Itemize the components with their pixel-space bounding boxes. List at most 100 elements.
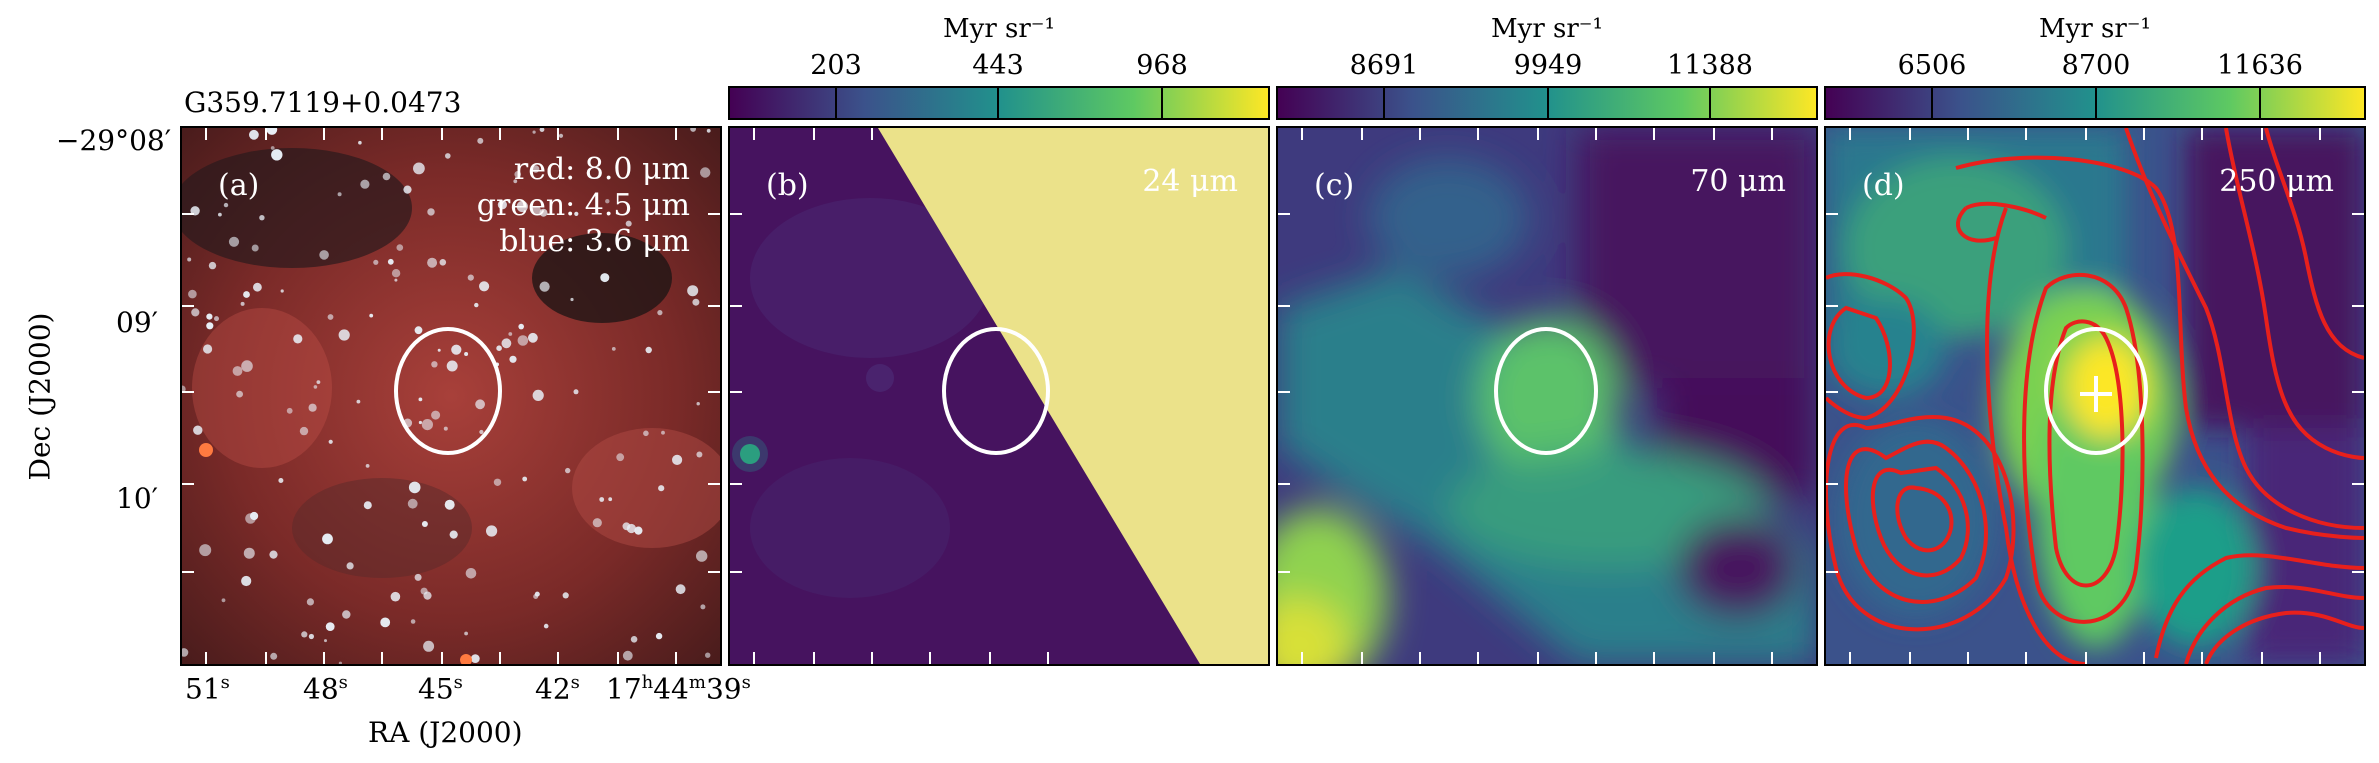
star-point [451,344,462,355]
star-point [338,661,342,664]
star-point [661,430,665,435]
ra-tick-label: 51s [185,672,230,706]
star-point [327,314,334,320]
star-point [407,498,418,509]
star-point [240,301,245,306]
star-point [474,302,479,308]
star-point [369,313,374,318]
star-point [532,389,544,401]
star-point [346,562,354,570]
star-point [193,425,203,435]
map-250um [1826,128,2364,664]
star-point [501,338,512,349]
colorbar-tick: 8691 [1349,50,1419,81]
colorbar-tick: 9949 [1513,50,1583,81]
panel-label: (a) [218,168,260,203]
star-point [497,200,507,210]
star-point [421,521,428,527]
aperture-ellipse [394,327,502,455]
star-point [299,426,309,436]
colorbar-gradient [1824,86,2366,120]
star-point [658,485,665,492]
star-point [373,259,379,265]
star-point [408,481,421,494]
rgb-legend: red: 8.0 μm green: 4.5 μm blue: 3.6 μm [477,152,690,260]
star-point [270,146,275,150]
star-point [444,499,455,510]
star-point [423,640,435,652]
star-point [380,617,391,628]
star-point [655,632,663,640]
star-point [358,140,362,145]
star-point [431,410,441,420]
colorbar-gradient [1276,86,1818,120]
star-point [421,419,433,431]
star-point [306,598,314,606]
star-point [280,289,284,293]
star-point [293,334,303,344]
star-point [228,236,240,247]
star-point [528,332,538,343]
contour-lines [1826,128,2364,664]
legend-red: red: 8.0 μm [513,152,690,187]
star-point [522,476,528,482]
colorbar-unit: Myr sr⁻¹ [1491,14,1603,44]
aperture-ellipse [942,327,1050,455]
star-point [232,366,243,376]
wavelength-label: 250 μm [2219,164,2334,199]
star-point [467,274,474,281]
wavelength-label: 24 μm [1142,164,1238,199]
colorbar-tick: 443 [972,50,1024,81]
star-point [562,592,569,599]
star-point [191,308,200,317]
star-point [516,200,528,213]
star-point [188,289,197,299]
star-point [337,192,342,197]
star-point [600,273,610,283]
star-point [319,250,329,260]
y-axis-label: Dec (J2000) [23,312,57,481]
star-point [413,162,425,175]
star-point [396,244,404,251]
aperture-ellipse [2044,327,2148,455]
star-point [360,179,370,189]
wavelength-label: 70 μm [1690,164,1786,199]
star-point [517,335,529,346]
star-point [259,215,265,221]
star-point [308,403,317,412]
star-point [706,128,711,133]
star-point [418,397,423,402]
star-point [443,426,448,431]
star-point [570,297,574,302]
rgb-composite-image [182,128,720,664]
star-point [539,128,545,132]
colorbar-tick: 6506 [1897,50,1967,81]
colorbar-tick: 11636 [2217,50,2303,81]
star-point [206,322,214,330]
panel-label: (d) [1862,168,1905,203]
star-point [363,501,372,510]
star-point [342,610,351,619]
colorbar-unit: Myr sr⁻¹ [2039,14,2151,44]
panel-b-24um-image: (b) 24 μm [728,126,1270,666]
star-point [696,550,708,562]
star-point [301,631,308,638]
star-point [221,598,226,603]
star-point [475,399,485,410]
star-point [394,278,398,282]
star-point [645,346,652,354]
star-point [356,399,361,404]
star-point [414,573,422,581]
star-point [270,652,278,660]
star-point [387,258,394,265]
colorbar-tick: 203 [810,50,862,81]
star-point [630,636,638,643]
legend-blue: blue: 3.6 μm [499,224,690,259]
star-point [616,453,625,462]
panel-label: (b) [766,168,809,203]
star-point [223,202,229,208]
panel-label: (c) [1314,168,1355,203]
star-point [427,257,438,268]
star-point [420,587,428,595]
ra-tick-label: 45s [418,672,463,706]
